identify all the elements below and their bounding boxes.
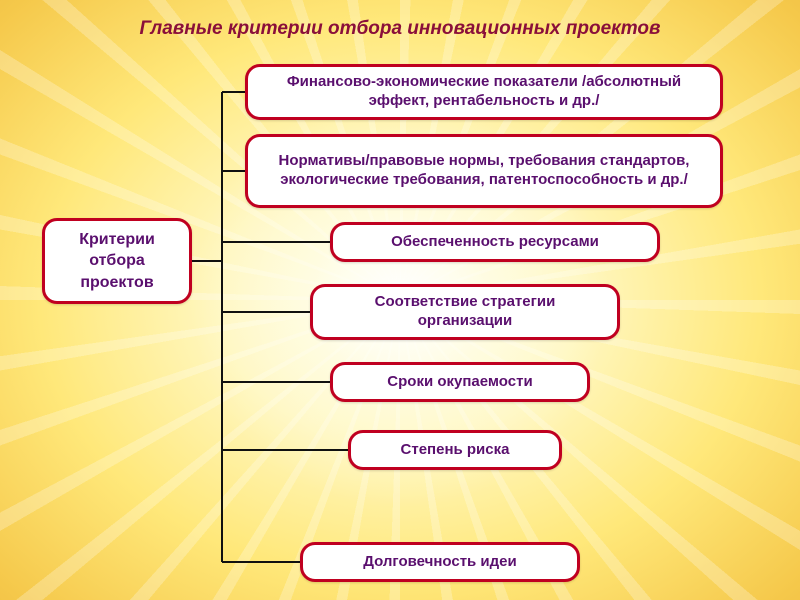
connector-trunk bbox=[221, 92, 223, 562]
child-node-1: Нормативы/правовые нормы, требования ста… bbox=[245, 134, 723, 208]
child-node-3: Соответствие стратегии организации bbox=[310, 284, 620, 340]
connector-branch-1 bbox=[222, 170, 245, 172]
connector-branch-6 bbox=[222, 561, 300, 563]
connector-branch-0 bbox=[222, 91, 245, 93]
child-node-6: Долговечность идеи bbox=[300, 542, 580, 582]
connector-branch-2 bbox=[222, 241, 330, 243]
child-node-4: Сроки окупаемости bbox=[330, 362, 590, 402]
child-node-2: Обеспеченность ресурсами bbox=[330, 222, 660, 262]
child-node-5: Степень риска bbox=[348, 430, 562, 470]
connector-root-to-trunk bbox=[192, 260, 222, 262]
connector-branch-4 bbox=[222, 381, 330, 383]
child-node-0: Финансово-экономические показатели /абсо… bbox=[245, 64, 723, 120]
connector-branch-3 bbox=[222, 311, 310, 313]
connector-branch-5 bbox=[222, 449, 348, 451]
root-node: Критерии отбора проектов bbox=[42, 218, 192, 304]
diagram-stage: Критерии отбора проектов Финансово-эконом… bbox=[0, 0, 800, 600]
